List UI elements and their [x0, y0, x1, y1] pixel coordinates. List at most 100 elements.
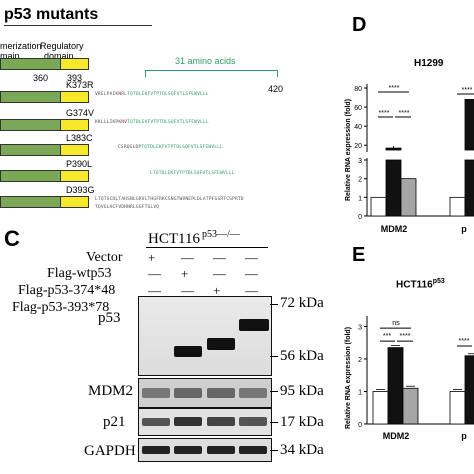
amino-bracket — [145, 70, 278, 77]
y-tick-label: 3 — [358, 158, 362, 165]
band-p21-lane4 — [239, 417, 267, 426]
cell-line-label: HCT116 p53—/— — [148, 229, 240, 247]
sig-label: **** — [400, 333, 411, 340]
domain-label-regulatory: Regulatory domain — [40, 41, 84, 61]
condition-sign: — — [148, 266, 161, 281]
band-p53-lane2 — [174, 346, 202, 357]
pos-420: 420 — [268, 84, 284, 94]
seq-green: TQTDLEKFVTPTDLSQFVTLSFEWVLLL — [141, 145, 223, 150]
domain-label-oligomerization: merization main — [0, 41, 42, 61]
seq-grey: KKLLLIKPKN — [95, 120, 125, 125]
marker-56: 56 kDa — [280, 348, 324, 364]
y-axis-label: Relative RNA expression (fold) — [345, 99, 352, 201]
bar-lower — [385, 159, 402, 217]
mutant-domain-bar — [0, 91, 62, 103]
mutant-sequence: KKLLLIKPKNVTQTDLEKFVTPTDLSQFVTLSFEWVLLL — [95, 120, 209, 125]
mutant-domain-bar — [0, 196, 62, 208]
seq-grey: VRELPAIKN — [95, 92, 122, 97]
condition-sign: + — [213, 283, 221, 298]
panel-c-letter: C — [4, 226, 20, 251]
mutant-regulatory-bar — [60, 91, 89, 103]
amino-acid-label: 31 amino acids — [175, 56, 236, 66]
condition-sign: + — [181, 266, 189, 281]
sig-label: **** — [459, 338, 470, 345]
band-p21-lane1 — [142, 418, 170, 426]
y-axis-label: Relative RNA expression (fold) — [345, 327, 352, 429]
band-gapdh-lane2 — [174, 446, 202, 454]
band-gapdh-lane3 — [207, 446, 235, 454]
mutant-sequence: VRELPAIKNRLTQTDLEKFVTPTDLSQFVTLSFEWVLLL — [95, 92, 209, 97]
mutant-domain-bar — [0, 119, 62, 131]
panel-e-title: HCT116p53 — [396, 278, 445, 291]
condition-sign: — — [245, 266, 258, 281]
condition-label: Flag-p53-393*78 — [12, 300, 110, 315]
bar — [400, 178, 417, 217]
x-tick-label: MDM2 — [381, 224, 408, 234]
mutant-regulatory-bar — [60, 196, 89, 208]
condition-sign: — — [245, 283, 258, 298]
condition-sign: — — [181, 283, 194, 298]
bar — [464, 355, 474, 425]
y-tick-label: 40 — [354, 124, 362, 131]
blot-label-p53: p53 — [98, 310, 121, 326]
mutant-regulatory-bar — [60, 170, 89, 182]
y-tick-label: 1 — [358, 195, 362, 202]
band-mdm2-lane1 — [142, 388, 170, 398]
blot-p21 — [138, 408, 272, 436]
band-p21-lane2 — [174, 417, 202, 426]
seq-grey: CSRQGLDP — [118, 145, 142, 150]
mutant-name: L383C — [66, 133, 93, 143]
bar — [449, 196, 466, 217]
panel-b-title: p53 mutants — [4, 6, 99, 23]
seq-mutation: V — [124, 120, 128, 125]
cell-line-underline — [146, 247, 268, 248]
mutant-name: D393G — [66, 185, 95, 195]
wt-domain-bar — [0, 58, 62, 70]
bar-upper — [464, 99, 474, 151]
y-tick-label: 0 — [358, 214, 362, 221]
wt-regulatory-bar — [60, 58, 89, 70]
sig-label: **** — [389, 85, 400, 92]
mutant-domain-bar — [0, 170, 62, 182]
y-tick-label: 20 — [354, 143, 362, 150]
condition-sign: — — [245, 250, 258, 265]
condition-sign: + — [148, 250, 156, 265]
sig-label: *** — [383, 333, 391, 340]
seq-grey: LTQTSCDLTAHSNLGRVLTHGFRKCSNGTWVNEPLDLATP… — [95, 197, 244, 202]
blot-gapdh — [138, 438, 272, 462]
mutant-name: K373R — [66, 80, 94, 90]
band-p53-lane4 — [239, 319, 269, 331]
mutant-domain-bar — [0, 144, 62, 156]
seq-mutation: R — [121, 92, 125, 97]
marker-72: 72 kDa — [280, 295, 324, 311]
y-tick-label: 1 — [358, 390, 362, 397]
marker-17: 17 kDa — [280, 414, 324, 430]
panel-d-title: H1299 — [414, 58, 444, 69]
x-tick-label: p — [461, 431, 467, 441]
y-tick-label: 3 — [358, 325, 362, 332]
pos-393: 393 — [67, 73, 83, 83]
y-tick-label: 2 — [358, 177, 362, 184]
mutant-sequence: LTQTSCDLTAHSNLGRVLTHGFRKCSNGTWVNEPLDLATP… — [95, 197, 244, 202]
mutant-sequence: CSRQGLDPTQTDLEKFVTPTDLSQFVTLSFEWVLLL — [118, 145, 223, 150]
condition-sign: — — [213, 266, 226, 281]
band-mdm2-lane2 — [174, 388, 202, 398]
band-mdm2-lane3 — [207, 388, 235, 398]
blot-label-mdm2: MDM2 — [88, 383, 134, 399]
marker-tick-95 — [270, 391, 278, 392]
seq-green: LTQTDLEKFVTPTDLSQFVTLSFEWVLLL — [150, 171, 235, 176]
blot-mdm2 — [138, 378, 272, 408]
seq-green: TQTDLEKFVTPTDLSQFVTLSFEWVLLL — [127, 120, 209, 125]
sig-label: **** — [462, 87, 473, 94]
title-underline — [4, 25, 152, 26]
y-tick-label: 0 — [358, 422, 362, 429]
bar — [370, 196, 387, 217]
sig-label: **** — [399, 110, 410, 117]
y-tick-label: 2 — [358, 357, 362, 364]
sig-label: ns — [392, 320, 400, 327]
band-p53-lane3 — [207, 338, 235, 350]
band-mdm2-lane4 — [239, 388, 267, 398]
condition-label: Vector — [86, 250, 123, 265]
mutant-regulatory-bar — [60, 119, 89, 131]
